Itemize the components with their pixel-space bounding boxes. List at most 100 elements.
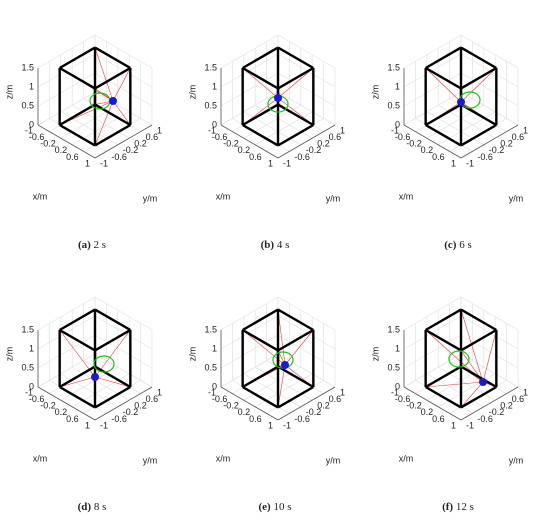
grid-line xyxy=(72,111,130,146)
z-tick-label: 0.5 xyxy=(387,362,400,372)
axis-line xyxy=(37,124,96,159)
panel: 00.511.5-1-0.6-0.20.20.61 -1-0.6-0.20.20.… xyxy=(4,296,162,513)
y-tick-label: -0.6 xyxy=(477,414,493,424)
panel-caption: 2 s xyxy=(94,239,107,251)
z-tick-label: 1.5 xyxy=(21,62,34,72)
z-tick-label: 1.5 xyxy=(204,62,217,72)
cable xyxy=(460,381,484,408)
frame-edge xyxy=(460,46,497,70)
frame-edge xyxy=(277,308,314,332)
cable xyxy=(284,329,314,366)
y-tick-label: -0.6 xyxy=(294,152,310,162)
panel: 00.511.5-1-0.6-0.20.20.61 -1-0.6-0.20.20.… xyxy=(370,34,528,251)
y-axis-label: y/m xyxy=(509,455,524,465)
y-tick-label: -0.2 xyxy=(489,407,505,417)
frame-edge xyxy=(94,365,131,389)
frame-edge xyxy=(277,46,314,70)
frame-edge xyxy=(59,385,96,409)
panel: 00.511.5-1-0.6-0.20.20.61 -1-0.6-0.20.20.… xyxy=(187,296,345,513)
caption: (c) 6 s xyxy=(444,239,472,251)
cable xyxy=(94,47,114,102)
z-tick-label: 1 xyxy=(212,343,217,353)
y-tick-label: 0.2 xyxy=(500,139,513,149)
y-tick-label: -1 xyxy=(283,420,291,430)
x-tick-label: -0.6 xyxy=(29,132,45,142)
panel-label: (f) xyxy=(442,501,453,513)
y-axis-label: y/m xyxy=(326,455,341,465)
grid-line xyxy=(255,104,313,139)
y-tick-label: 1 xyxy=(340,125,345,135)
z-tick-label: 0 xyxy=(29,119,34,129)
x-tick-label: 0.2 xyxy=(55,407,68,417)
z-tick-label: 1 xyxy=(395,81,400,91)
grid-line xyxy=(243,111,301,146)
x-tick-label: 0.6 xyxy=(66,152,79,162)
x-axis-label: x/m xyxy=(33,453,48,463)
frame-edge xyxy=(460,123,497,147)
cable xyxy=(460,67,497,103)
frame-edge xyxy=(425,46,462,70)
y-tick-label: -1 xyxy=(283,158,291,168)
x-tick-label: 1 xyxy=(451,420,456,430)
z-tick-label: 0.5 xyxy=(204,100,217,110)
frame-edge xyxy=(59,365,96,389)
grid-line xyxy=(403,296,519,331)
x-tick-label: 0.6 xyxy=(432,152,445,162)
caption: (b) 4 s xyxy=(261,239,290,251)
x-tick-label: -1 xyxy=(25,387,33,397)
y-tick-label: -1 xyxy=(466,420,474,430)
frame-edge xyxy=(242,103,279,127)
z-tick-label: 1.5 xyxy=(21,324,34,334)
z-axis-label: z/m xyxy=(187,85,197,100)
panel-caption: 4 s xyxy=(277,239,290,251)
x-tick-label: 0.2 xyxy=(421,145,434,155)
y-tick-label: -0.2 xyxy=(123,145,139,155)
frame-edge xyxy=(94,123,131,147)
frame-edge xyxy=(425,308,462,332)
z-tick-label: 0 xyxy=(212,381,217,391)
y-tick-label: 0.6 xyxy=(512,132,525,142)
z-tick-label: 1.5 xyxy=(204,324,217,334)
frame-edge xyxy=(460,365,497,389)
y-tick-label: -0.6 xyxy=(477,152,493,162)
x-tick-label: -0.2 xyxy=(406,139,422,149)
frame-edge xyxy=(425,123,462,147)
x-tick-label: 1 xyxy=(85,158,90,168)
frame-edge xyxy=(242,123,279,147)
grid-line xyxy=(255,366,313,401)
axis-line xyxy=(277,386,336,421)
y-tick-label: -0.2 xyxy=(489,145,505,155)
y-tick-label: 0.2 xyxy=(134,401,147,411)
panel: 00.511.5-1-0.6-0.20.20.61 -1-0.6-0.20.20.… xyxy=(370,296,528,513)
x-tick-label: -0.6 xyxy=(395,394,411,404)
y-tick-label: -0.2 xyxy=(306,407,322,417)
end-effector xyxy=(274,94,282,102)
frame-edge xyxy=(94,385,131,409)
panel-label: (b) xyxy=(261,239,275,251)
cable xyxy=(59,376,96,388)
end-effector xyxy=(479,378,487,386)
z-tick-label: 1.5 xyxy=(387,62,400,72)
frame-edge xyxy=(425,385,462,409)
grid-line xyxy=(426,111,484,146)
trajectory xyxy=(93,355,115,373)
x-tick-label: -1 xyxy=(25,125,33,135)
y-tick-label: 0.2 xyxy=(317,139,330,149)
frame-edge xyxy=(460,308,497,332)
grid-line xyxy=(60,366,118,401)
axis-line xyxy=(37,386,96,421)
z-tick-label: 0 xyxy=(395,381,400,391)
frame-edge xyxy=(425,103,462,127)
frame-edge xyxy=(94,308,131,332)
frame-edge xyxy=(460,385,497,409)
grid-line xyxy=(72,373,130,408)
x-tick-label: -0.6 xyxy=(395,132,411,142)
panel-caption: 6 s xyxy=(459,239,472,251)
frame-edge xyxy=(460,328,497,352)
frame-edge xyxy=(59,103,96,127)
z-tick-label: 0 xyxy=(29,381,34,391)
caption: (f) 12 s xyxy=(442,501,474,513)
panel-caption: 8 s xyxy=(94,501,107,513)
z-tick-label: 0.5 xyxy=(21,362,34,372)
frame-edge xyxy=(277,385,314,409)
